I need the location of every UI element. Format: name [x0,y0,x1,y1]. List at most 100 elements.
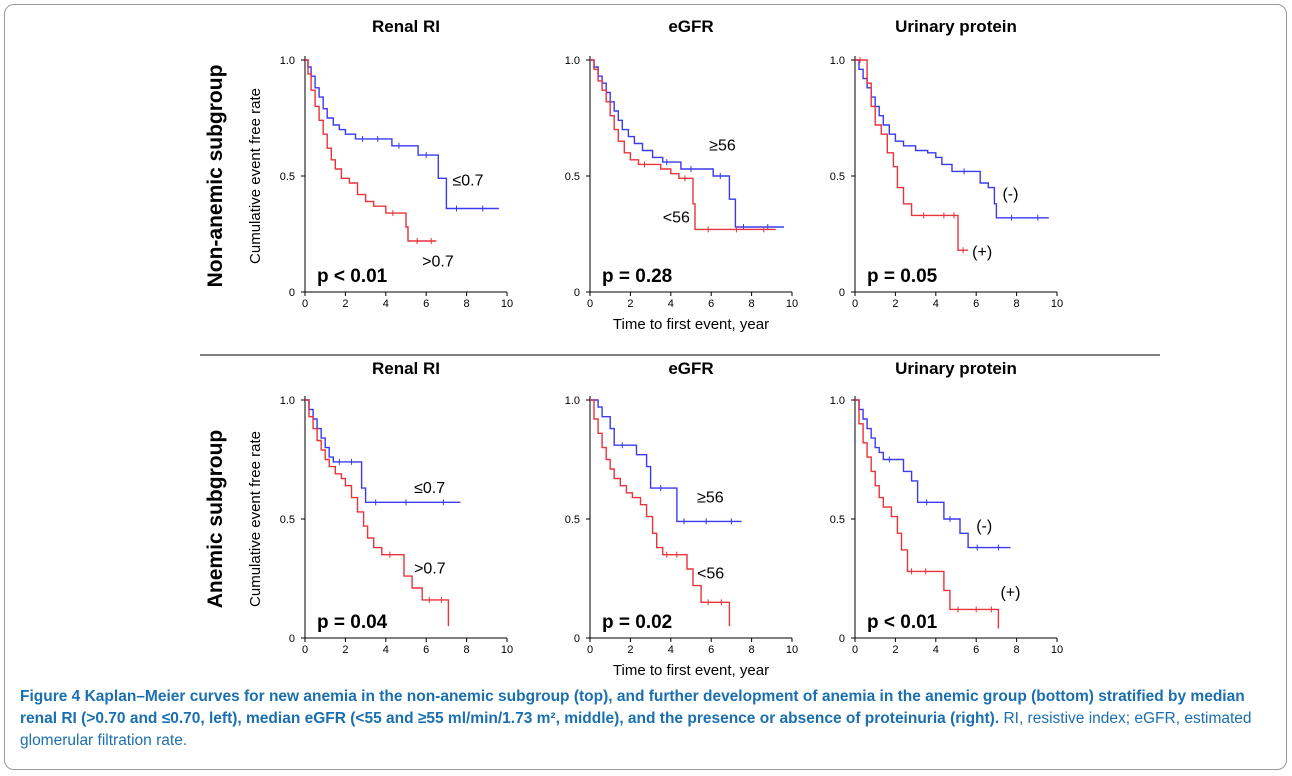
p-value: p = 0.28 [602,266,672,287]
curve-label: (+) [1000,585,1020,602]
y-tick-label: 0 [574,633,580,645]
x-tick-label: 4 [668,644,674,656]
y-axis-label: Cumulative event free rate [247,88,264,264]
x-tick-label: 6 [708,298,714,310]
curve-label: (+) [972,244,992,261]
curve-label: ≥56 [697,489,724,506]
x-tick-label: 0 [587,644,593,656]
km-panel: Urinary protein 0 2 4 6 8 10 0 0.5 1.0 (-) (+) p < 0… [830,359,1063,656]
km-panel: Renal RI 0 2 4 6 8 10 0 0.5 1.0 ≤0.7 >0.7 p = 0.04 [280,359,513,656]
y-tick-label: 0.5 [830,171,845,183]
survival-curve [590,399,742,523]
x-tick-label: 0 [302,644,308,656]
x-tick-label: 8 [749,644,755,656]
x-tick-label: 2 [342,644,348,656]
survival-curve [855,399,1011,549]
x-tick-label: 6 [973,644,979,656]
caption-rest: RI, resistive index; eGFR, estimated glo… [20,710,1252,749]
y-tick-label: 1.0 [280,395,295,407]
row-label: Anemic subgroup [204,430,227,609]
x-axis-label: Time to first event, year [613,316,769,333]
y-tick-label: 0 [289,287,295,299]
x-tick-label: 10 [501,298,513,310]
x-tick-label: 6 [423,644,429,656]
p-value: p < 0.01 [317,266,388,287]
survival-curve [590,59,784,228]
x-tick-label: 8 [1014,644,1020,656]
survival-curve [305,399,450,627]
panel-title: Renal RI [372,359,440,378]
curve-label: ≤0.7 [414,480,445,497]
survival-curve [855,59,1049,219]
row-label: Non-anemic subgroup [204,65,227,288]
y-axis-label: Cumulative event free rate [247,431,264,607]
curve-label: >0.7 [422,253,454,270]
x-tick-label: 0 [587,298,593,310]
km-panel: Urinary protein 0 2 4 6 8 10 0 0.5 1.0 (-) (+) p = 0… [830,17,1063,310]
x-tick-label: 8 [464,298,470,310]
y-tick-label: 0 [839,287,845,299]
x-axis-label: Time to first event, year [613,662,769,679]
x-tick-label: 4 [933,298,939,310]
x-tick-label: 10 [786,644,798,656]
y-tick-label: 0.5 [280,514,295,526]
curve-label: ≥56 [709,137,736,154]
survival-curve [590,59,776,231]
p-value: p = 0.04 [317,612,388,633]
x-tick-label: 4 [933,644,939,656]
km-figure: Non-anemic subgroup Cumulative event free… [200,17,1160,679]
curve-label: >0.7 [414,561,446,578]
y-tick-label: 0.5 [280,171,295,183]
panel-title: Urinary protein [895,359,1017,378]
x-tick-label: 6 [708,644,714,656]
survival-curve [855,399,1000,629]
y-tick-label: 1.0 [830,395,845,407]
survival-curve [305,59,437,242]
x-tick-label: 10 [786,298,798,310]
x-tick-label: 8 [1014,298,1020,310]
y-tick-label: 0 [289,633,295,645]
x-tick-label: 2 [892,644,898,656]
x-tick-label: 0 [852,298,858,310]
x-tick-label: 2 [627,298,633,310]
y-tick-label: 0.5 [830,514,845,526]
x-tick-label: 6 [973,298,979,310]
y-tick-label: 0 [839,633,845,645]
x-tick-label: 0 [852,644,858,656]
caption-main: Kaplan–Meier curves for new anemia in th… [20,688,1245,727]
x-tick-label: 2 [342,298,348,310]
x-tick-label: 2 [627,644,633,656]
x-tick-label: 8 [464,644,470,656]
caption-label: Figure 4 [20,688,81,705]
curve-label: (-) [1002,186,1018,203]
survival-curve [305,59,499,210]
x-tick-label: 10 [1051,644,1063,656]
x-tick-label: 10 [501,644,513,656]
curve-label: <56 [663,209,690,226]
y-tick-label: 1.0 [830,55,845,67]
km-panel: eGFR 0 2 4 6 8 10 0 0.5 1.0 ≥56 <56 p = 0.28 [565,17,798,310]
panel-title: eGFR [668,359,713,378]
y-tick-label: 0 [574,287,580,299]
panel-title: eGFR [668,17,713,36]
x-tick-label: 4 [383,644,389,656]
x-tick-label: 2 [892,298,898,310]
panel-title: Renal RI [372,17,440,36]
curve-label: (-) [976,518,992,535]
figure-frame [4,4,1287,770]
curve-label: <56 [697,566,724,583]
p-value: p < 0.01 [867,612,938,633]
x-tick-label: 10 [1051,298,1063,310]
y-tick-label: 1.0 [280,55,295,67]
x-tick-label: 0 [302,298,308,310]
x-tick-label: 6 [423,298,429,310]
km-panel: eGFR 0 2 4 6 8 10 0 0.5 1.0 ≥56 <56 p = 0.02 [565,359,798,656]
y-tick-label: 1.0 [565,55,580,67]
x-tick-label: 4 [668,298,674,310]
survival-curve [590,399,731,627]
figure-caption: Figure 4 Kaplan–Meier curves for new ane… [20,686,1275,752]
y-tick-label: 1.0 [565,395,580,407]
p-value: p = 0.05 [867,266,938,287]
km-panel: Renal RI 0 2 4 6 8 10 0 0.5 1.0 ≤0.7 >0.7 p < 0.01 [280,17,513,310]
y-tick-label: 0.5 [565,514,580,526]
